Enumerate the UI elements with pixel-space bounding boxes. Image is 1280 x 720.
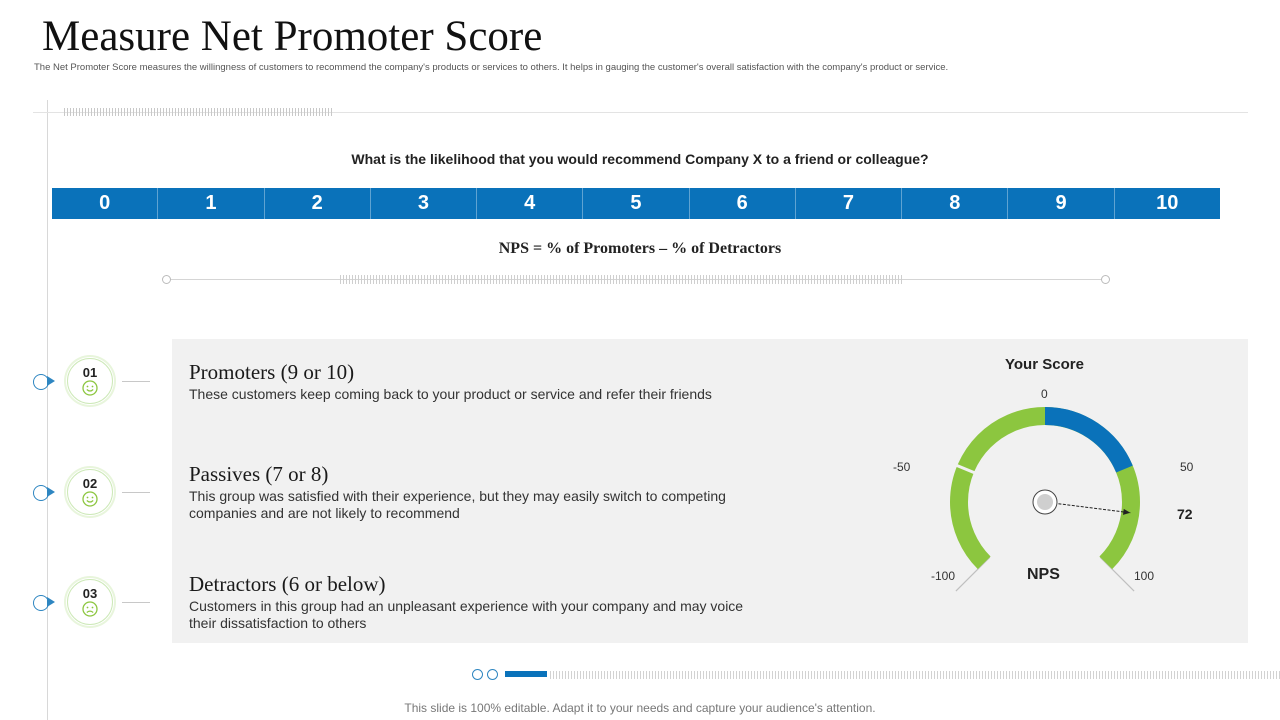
- top-divider: [33, 112, 1248, 113]
- gauge-label-low: -50: [893, 460, 911, 474]
- page-subtitle: The Net Promoter Score measures the will…: [34, 62, 949, 73]
- gauge-separator: [954, 463, 977, 475]
- scale-cell: 2: [263, 188, 370, 219]
- timeline-line: [47, 100, 48, 720]
- segment-badge: 01: [66, 357, 114, 405]
- connector-line: [122, 381, 150, 382]
- pointer-arrow-icon: [47, 376, 55, 386]
- segment-badge: 03: [66, 578, 114, 626]
- badge-ring: 01: [67, 358, 113, 404]
- gauge-label-high: 50: [1180, 460, 1194, 474]
- frown-icon: [82, 601, 98, 617]
- gauge-hub-center: [1037, 494, 1053, 510]
- scale-cell: 7: [794, 188, 901, 219]
- scale-cell: 3: [369, 188, 476, 219]
- footer-note: This slide is 100% editable. Adapt it to…: [404, 701, 876, 715]
- gauge-needle: [1044, 501, 1131, 514]
- pager-dot: [487, 669, 498, 680]
- page-title: Measure Net Promoter Score: [42, 13, 543, 60]
- top-hatch-decoration: [64, 108, 334, 116]
- scale-cell: 5: [582, 188, 688, 219]
- nps-gauge: [950, 407, 1140, 592]
- scale-cell: 4: [476, 188, 582, 219]
- segment-number: 02: [82, 476, 98, 491]
- divider-dot-right: [1101, 275, 1110, 284]
- gauge-score-value: 72: [1177, 506, 1193, 522]
- badge-ring: 02: [67, 469, 113, 515]
- gauge-arc-base: [950, 407, 1140, 570]
- gauge-label-min: -100: [931, 569, 956, 583]
- pager-dot: [472, 669, 483, 680]
- segment-title: Detractors (6 or below): [189, 572, 386, 596]
- segment-badge: 02: [66, 468, 114, 516]
- scale-cell: 9: [1007, 188, 1113, 219]
- connector-line: [122, 492, 150, 493]
- scale-cell: 1: [157, 188, 263, 219]
- divider-dot-left: [162, 275, 171, 284]
- connector-line: [122, 602, 150, 603]
- smile-icon: [82, 491, 98, 507]
- badge-ring: 03: [67, 579, 113, 625]
- gauge-heading: Your Score: [1005, 356, 1084, 373]
- segment-description: These customers keep coming back to your…: [189, 386, 712, 402]
- divider-hatch-decoration: [340, 275, 902, 284]
- content-panel: [172, 339, 1248, 643]
- scale-cell: 8: [901, 188, 1007, 219]
- score-scale: 0 1 2 3 4 5 6 7 8 9 10: [52, 188, 1220, 219]
- pointer-arrow-icon: [47, 597, 55, 607]
- pager-active-bar: [505, 671, 547, 677]
- segment-description: This group was satisfied with their expe…: [189, 488, 726, 521]
- gauge-label-zero: 0: [1041, 387, 1048, 401]
- segment-number: 01: [82, 365, 98, 380]
- smile-icon: [82, 380, 98, 396]
- scale-cell: 0: [99, 192, 111, 214]
- survey-question: What is the likelihood that you would re…: [351, 151, 929, 167]
- scale-cell: 6: [688, 188, 795, 219]
- gauge-needle-head: [1123, 508, 1131, 515]
- gauge-arc-filled: [1044, 407, 1133, 473]
- segment-title: Passives (7 or 8): [189, 462, 329, 486]
- scale-cell: 10: [1113, 188, 1220, 219]
- segment-description: Customers in this group had an unpleasan…: [189, 598, 744, 631]
- segment-title: Promoters (9 or 10): [189, 360, 355, 384]
- pager-hatch-decoration: [550, 671, 1280, 679]
- pointer-arrow-icon: [47, 487, 55, 497]
- nps-formula: NPS = % of Promoters – % of Detractors: [498, 240, 782, 257]
- gauge-tick-left: [955, 556, 991, 592]
- segment-number: 03: [82, 586, 98, 601]
- gauge-label-max: 100: [1134, 569, 1155, 583]
- gauge-center-label: NPS: [1027, 566, 1060, 583]
